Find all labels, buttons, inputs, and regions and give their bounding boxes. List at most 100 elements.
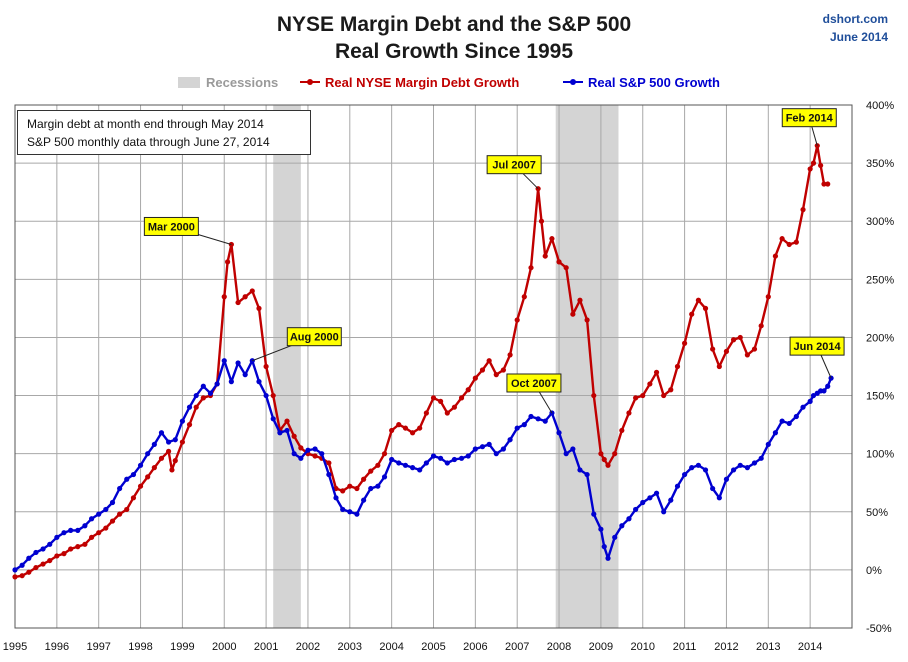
data-point (249, 358, 255, 364)
data-point (507, 437, 513, 443)
data-point (40, 546, 46, 552)
data-point (779, 418, 785, 424)
data-point (710, 346, 716, 352)
data-point (682, 471, 688, 478)
data-point (88, 534, 95, 540)
legend-item-margin-debt: Real NYSE Margin Debt Growth (300, 74, 519, 92)
data-point (661, 392, 667, 399)
y-tick-label: 0% (866, 565, 882, 577)
data-point (828, 375, 834, 381)
recession-band-2 (555, 105, 619, 628)
data-point (375, 462, 381, 468)
plot-border (14, 104, 853, 629)
data-point (591, 511, 597, 517)
data-point (689, 311, 695, 317)
annotation-callout: Aug 2000 (252, 327, 342, 362)
data-point (124, 476, 130, 482)
data-point (716, 363, 722, 370)
data-point (538, 218, 545, 224)
data-point (737, 334, 743, 341)
data-point (151, 441, 157, 447)
data-point (326, 460, 332, 466)
callout-label: Oct 2007 (511, 378, 557, 390)
data-point (263, 363, 269, 370)
data-point (556, 259, 562, 265)
data-point (528, 265, 534, 271)
data-point (458, 395, 465, 401)
chart-legend: Recessions Real NYSE Margin Debt Growth … (0, 74, 908, 92)
data-point (438, 455, 444, 461)
legend-swatch-sp500 (563, 79, 583, 85)
series-margin-debt (12, 143, 831, 580)
data-point (619, 427, 625, 434)
data-point (396, 460, 402, 466)
data-point (26, 555, 32, 561)
data-point (486, 441, 492, 447)
data-point (417, 425, 423, 431)
data-point (221, 358, 227, 364)
data-point (214, 381, 220, 387)
data-point (88, 516, 95, 522)
data-point (61, 530, 67, 536)
data-point (647, 381, 653, 387)
data-point (500, 446, 506, 452)
data-point (730, 337, 737, 343)
data-point (612, 534, 618, 540)
data-point (319, 451, 325, 457)
x-tick-label: 2005 (421, 641, 445, 653)
data-point (549, 236, 555, 242)
data-point (82, 541, 88, 547)
series-sp500 (12, 358, 834, 573)
data-point (124, 506, 130, 513)
data-point (417, 467, 423, 473)
y-tick-label: 350% (866, 158, 894, 170)
annotation-callout: Jun 2014 (789, 336, 845, 379)
data-point (682, 340, 688, 346)
data-point (493, 451, 499, 457)
data-point (172, 437, 178, 443)
data-point (389, 427, 395, 434)
data-point (458, 455, 465, 461)
data-point (298, 455, 304, 461)
data-point (810, 160, 817, 166)
callout-box (781, 108, 837, 128)
data-point (486, 358, 492, 364)
data-point (165, 448, 172, 454)
data-point (117, 511, 123, 517)
data-point (716, 495, 722, 501)
data-point (674, 363, 681, 370)
data-point (605, 555, 611, 561)
data-point (751, 460, 758, 466)
data-point (256, 305, 262, 311)
data-point (109, 518, 116, 524)
data-point (633, 395, 639, 401)
x-tick-label: 2013 (756, 641, 780, 653)
data-point (810, 392, 817, 399)
data-point (605, 462, 611, 468)
x-tick-label: 1995 (3, 641, 27, 653)
data-point (33, 549, 39, 556)
data-point (235, 299, 241, 306)
data-point (409, 465, 416, 471)
data-point (40, 561, 46, 567)
data-point (438, 398, 444, 404)
data-point (33, 564, 39, 571)
data-point (744, 352, 750, 358)
legend-item-recessions: Recessions (178, 74, 278, 92)
data-point (249, 288, 255, 294)
data-point (507, 352, 513, 358)
data-note-line2: S&P 500 monthly data through June 27, 20… (27, 135, 270, 149)
data-point (521, 422, 527, 428)
legend-swatch-margin-debt (300, 79, 320, 85)
data-point (800, 404, 806, 410)
y-tick-label: 50% (866, 507, 888, 519)
annotation-callout: Feb 2014 (781, 108, 837, 146)
data-point (444, 410, 450, 416)
data-point (584, 317, 590, 323)
x-tick-label: 2012 (714, 641, 738, 653)
data-point (207, 390, 214, 396)
data-point (61, 551, 67, 557)
data-point (465, 453, 471, 459)
data-point (402, 462, 409, 468)
y-tick-label: 150% (866, 391, 894, 403)
